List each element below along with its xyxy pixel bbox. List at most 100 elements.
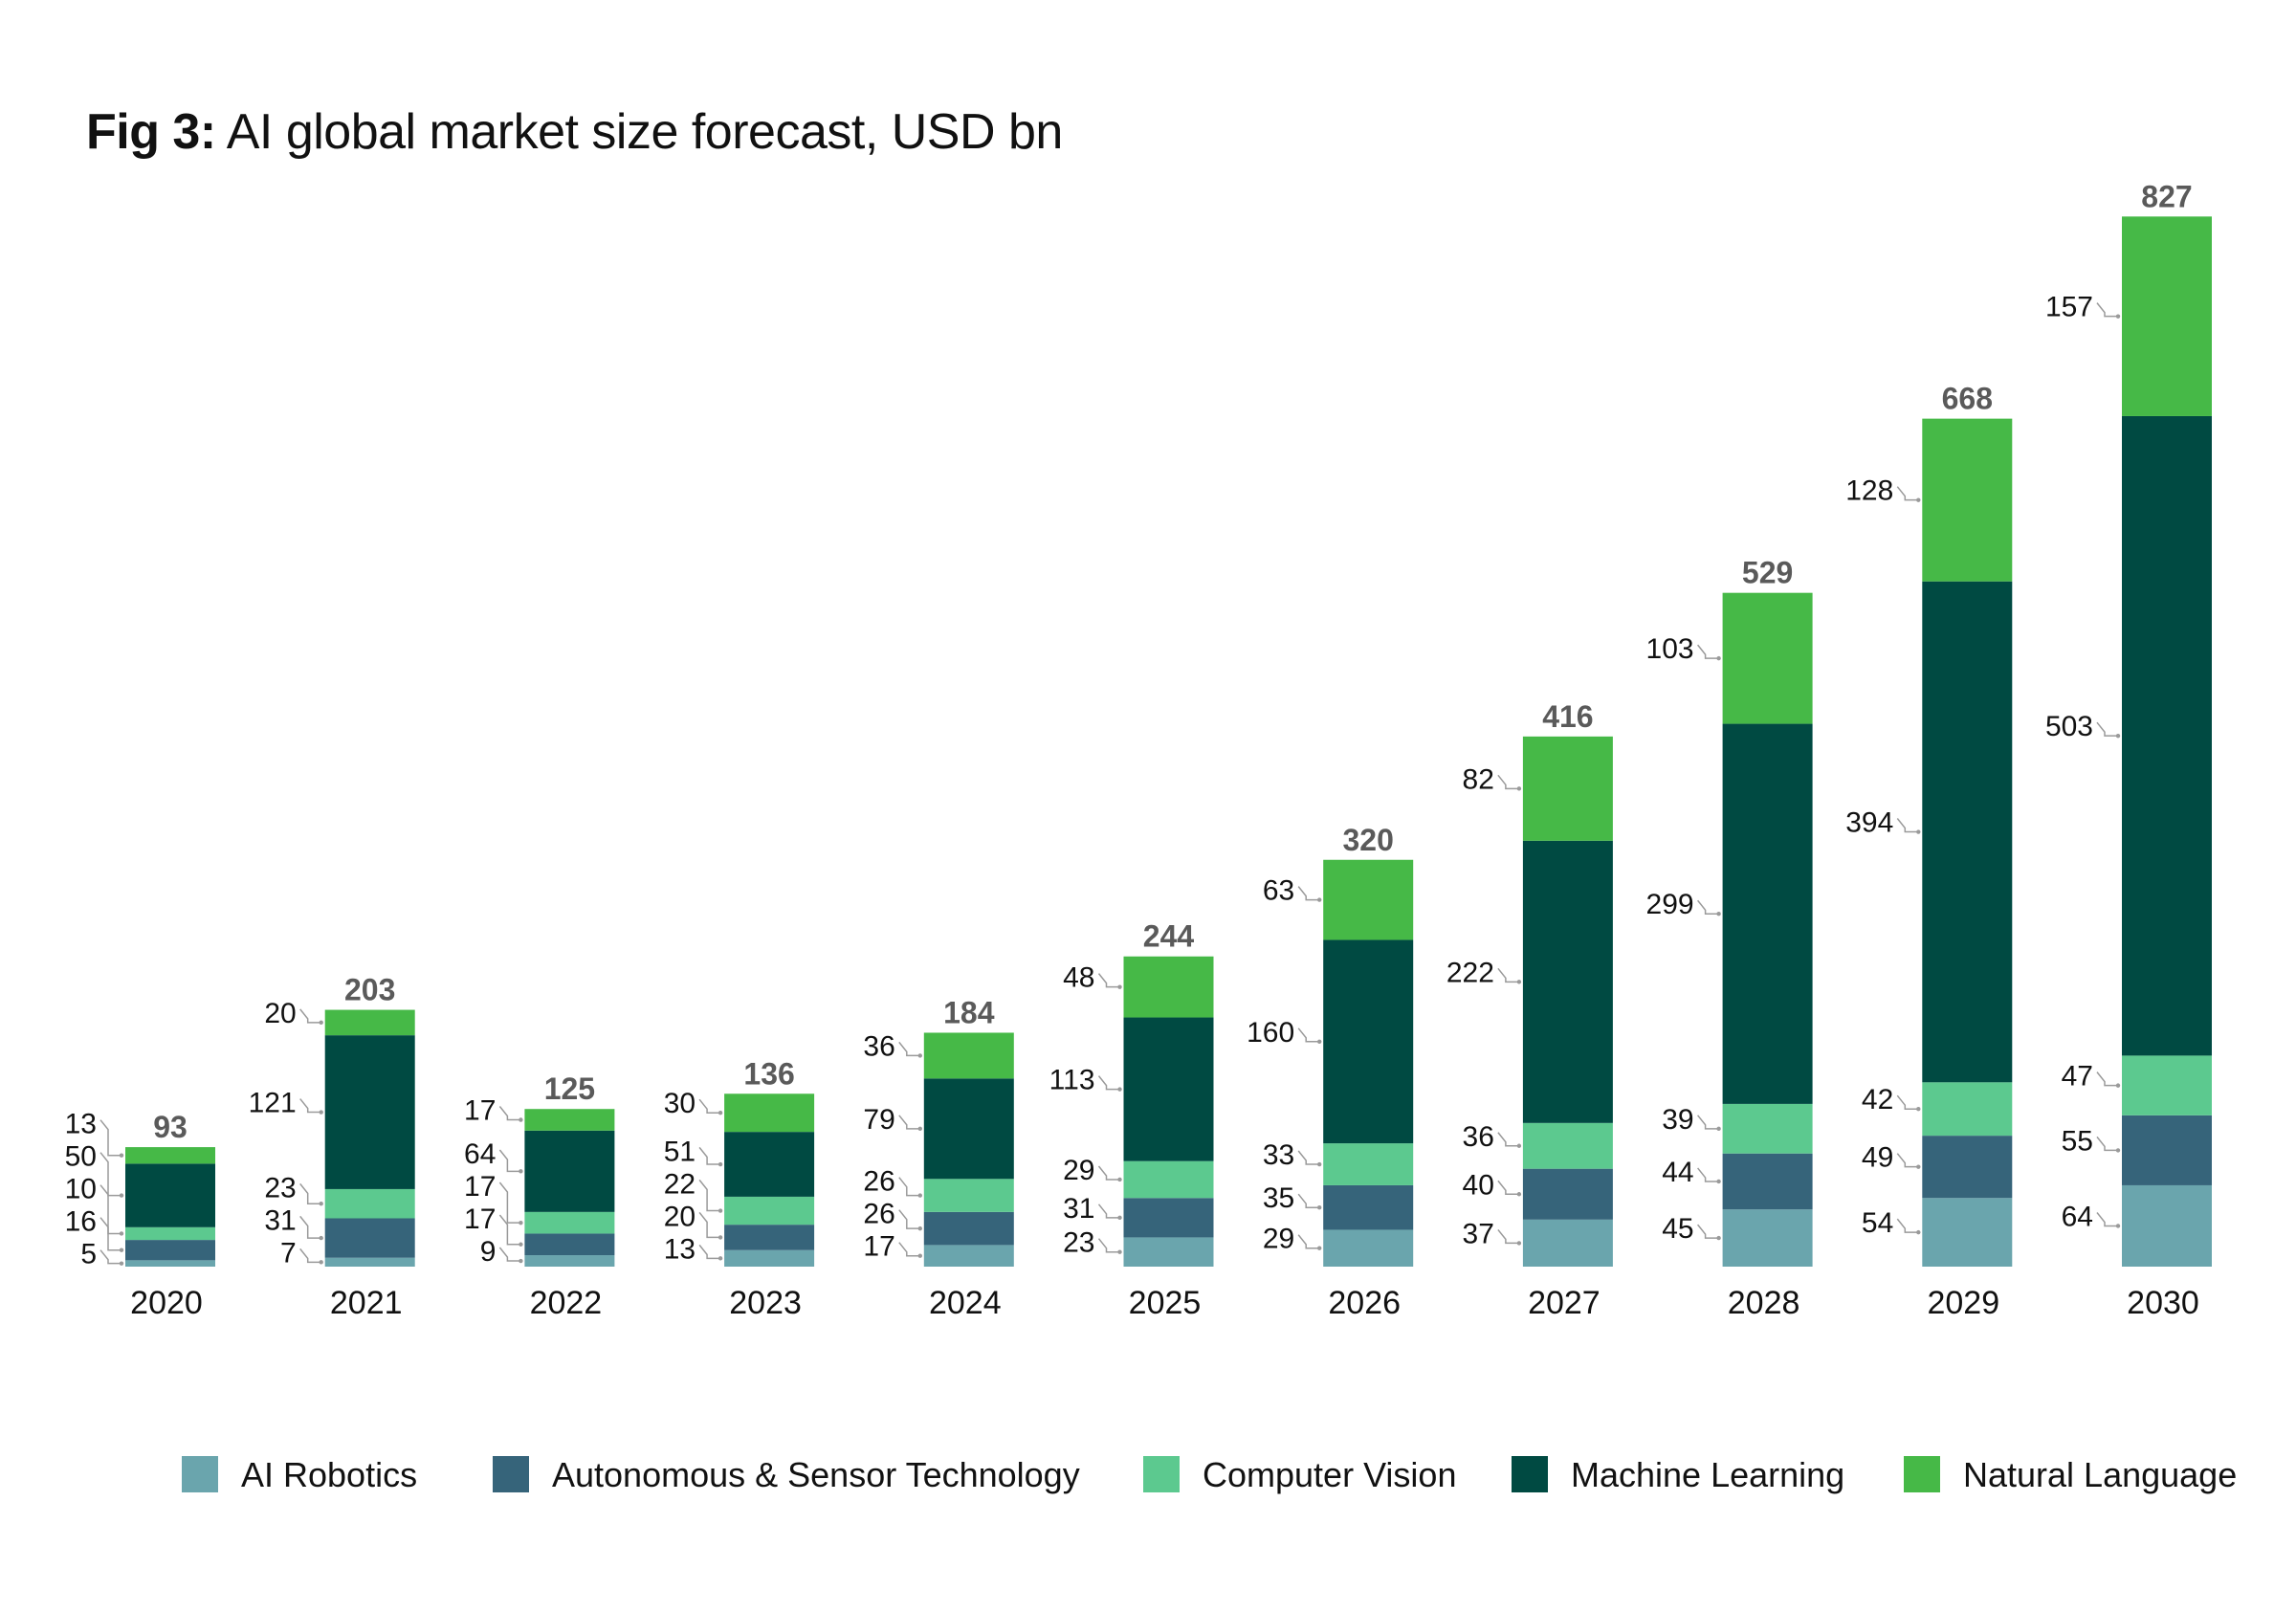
- leader-line: [498, 1106, 521, 1121]
- leader-line: [498, 1149, 521, 1173]
- leader-dot: [519, 1169, 523, 1174]
- segment-value-label: 26: [863, 1166, 894, 1198]
- segment-value-label: 33: [1263, 1139, 1294, 1171]
- x-tick-label: 2028: [1728, 1285, 1800, 1321]
- segment-value-label: 121: [249, 1088, 297, 1119]
- leader-line: [1097, 1075, 1120, 1091]
- leader-dot: [718, 1161, 723, 1167]
- leader-dot: [2115, 1083, 2121, 1088]
- leader-line: [1896, 1218, 1919, 1233]
- segment-value-label: 36: [1463, 1121, 1494, 1153]
- bar-segment-2027-computer-vision: [1522, 1122, 1613, 1169]
- bar-segment-2025-natural-language: [1123, 956, 1214, 1018]
- leader-dot: [1516, 1143, 1522, 1148]
- bar-segment-2025-autonomous-sensor-technology: [1123, 1198, 1214, 1238]
- bar-segment-2027-autonomous-sensor-technology: [1522, 1168, 1613, 1220]
- bar-segment-2030-ai-robotics: [2122, 1184, 2212, 1267]
- leader-line: [1497, 967, 1519, 983]
- x-tick-label: 2025: [1129, 1285, 1202, 1321]
- segment-value-label: 29: [1063, 1155, 1094, 1186]
- leader-dot: [1516, 786, 1522, 791]
- x-tick-label: 2022: [530, 1285, 603, 1321]
- segment-value-label: 503: [2045, 711, 2093, 742]
- total-value-label: 320: [1343, 823, 1394, 857]
- segment-value-label: 20: [664, 1201, 695, 1232]
- segment-value-label: 22: [664, 1168, 695, 1200]
- leader-line: [698, 1244, 721, 1260]
- segment-value-label: 64: [2062, 1201, 2093, 1232]
- segment-value-label: 48: [1063, 962, 1094, 994]
- leader-line: [1297, 886, 1320, 901]
- total-value-label: 125: [544, 1071, 595, 1106]
- leader-dot: [1117, 1215, 1122, 1221]
- segment-value-label: 42: [1862, 1084, 1893, 1115]
- leader-dot: [119, 1231, 124, 1236]
- total-value-label: 668: [1942, 382, 1993, 416]
- bar-segment-2023-machine-learning: [724, 1132, 815, 1197]
- leader-line: [99, 1249, 121, 1265]
- bar-segment-2026-autonomous-sensor-technology: [1323, 1184, 1414, 1230]
- leader-line: [698, 1146, 721, 1165]
- leader-dot: [1117, 984, 1122, 989]
- bar-segment-2028-ai-robotics: [1722, 1209, 1813, 1267]
- legend-swatch: [182, 1456, 218, 1492]
- leader-line: [1097, 1165, 1120, 1181]
- leader-line: [1297, 1150, 1320, 1165]
- bar-segment-2023-natural-language: [724, 1093, 815, 1133]
- leader-line: [1697, 644, 1719, 659]
- bars-layer: [125, 216, 2212, 1267]
- x-tick-label: 2029: [1927, 1285, 1999, 1321]
- leader-dot: [319, 1235, 323, 1241]
- bar-segment-2022-computer-vision: [524, 1211, 615, 1234]
- leader-dot: [718, 1235, 723, 1240]
- leader-line: [1097, 1203, 1120, 1219]
- bar-segment-2021-natural-language: [324, 1009, 415, 1036]
- legend-swatch: [493, 1456, 529, 1492]
- leader-line: [1097, 973, 1120, 988]
- leader-dot: [917, 1126, 922, 1132]
- leader-line: [299, 1098, 321, 1114]
- total-value-label: 184: [943, 995, 995, 1029]
- segment-value-label: 160: [1247, 1017, 1294, 1049]
- bar-segment-2024-autonomous-sensor-technology: [923, 1211, 1014, 1246]
- bar-segment-2025-ai-robotics: [1123, 1237, 1214, 1267]
- segment-value-label: 36: [863, 1030, 894, 1062]
- leader-line: [1896, 1094, 1919, 1110]
- segment-value-label: 17: [464, 1171, 496, 1203]
- bar-segment-2023-autonomous-sensor-technology: [724, 1225, 815, 1250]
- leader-dot: [519, 1242, 523, 1247]
- total-value-label: 529: [1742, 556, 1793, 590]
- leader-dot: [917, 1226, 922, 1231]
- total-value-label: 203: [344, 973, 395, 1007]
- leader-dot: [119, 1153, 124, 1158]
- leader-dot: [2115, 1224, 2121, 1228]
- leader-line: [1297, 1193, 1320, 1208]
- leader-line: [698, 1098, 721, 1114]
- leader-line: [2096, 1212, 2118, 1227]
- leader-dot: [1317, 1039, 1322, 1044]
- segment-value-label: 222: [1446, 957, 1494, 988]
- leader-dot: [1516, 980, 1522, 984]
- segment-value-label: 103: [1646, 633, 1694, 665]
- bar-segment-2020-computer-vision: [125, 1226, 215, 1241]
- segment-value-label: 17: [464, 1095, 496, 1127]
- x-tick-label: 2026: [1328, 1285, 1401, 1321]
- leader-dot: [319, 1202, 323, 1206]
- leader-line: [698, 1211, 721, 1239]
- segment-value-label: 63: [1263, 875, 1294, 907]
- leader-dot: [119, 1193, 124, 1198]
- segment-value-label: 37: [1463, 1218, 1494, 1249]
- leader-line: [2096, 721, 2118, 737]
- segment-value-label: 23: [264, 1172, 296, 1203]
- leader-line: [898, 1209, 920, 1229]
- leader-line: [498, 1181, 521, 1224]
- leader-line: [898, 1115, 920, 1130]
- legend-label: AI Robotics: [241, 1455, 417, 1494]
- bar-segment-2021-ai-robotics: [324, 1257, 415, 1267]
- bar-segment-2030-autonomous-sensor-technology: [2122, 1115, 2212, 1185]
- segment-value-label: 39: [1662, 1104, 1693, 1136]
- leader-dot: [519, 1220, 523, 1226]
- segment-value-label: 128: [1845, 475, 1893, 507]
- segment-value-label: 30: [664, 1088, 695, 1119]
- leader-line: [1497, 1180, 1519, 1196]
